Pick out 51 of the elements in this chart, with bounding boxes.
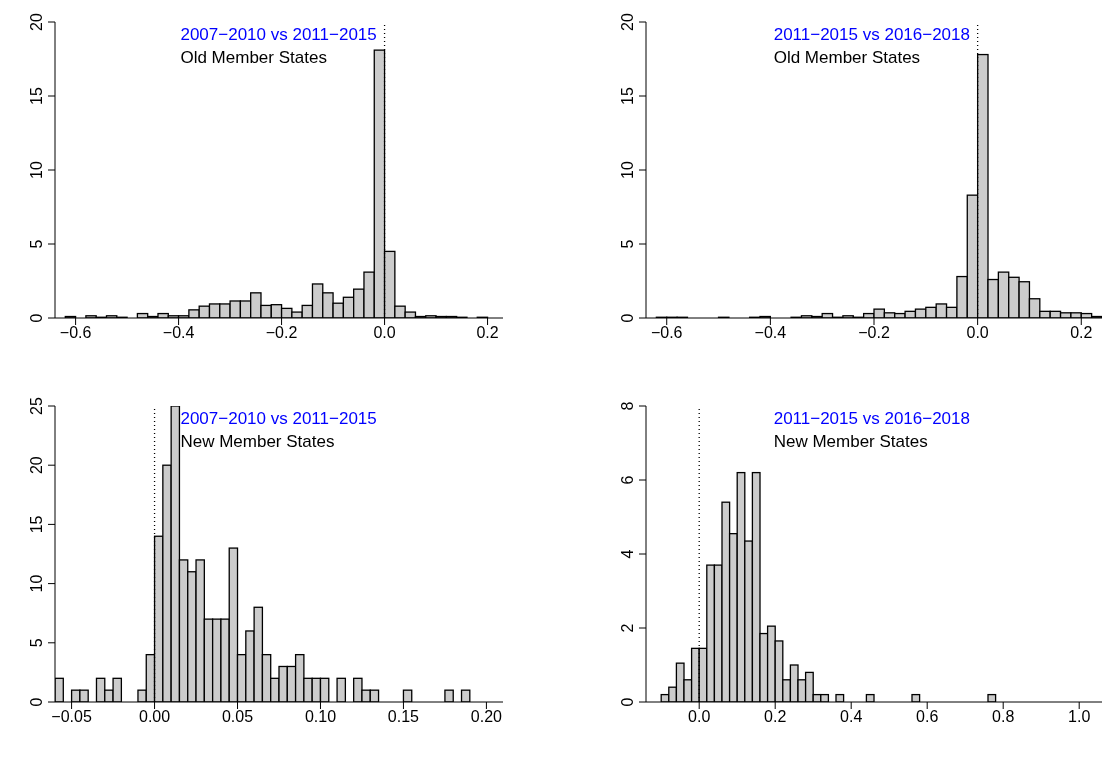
- y-tick-label: 15: [28, 87, 45, 105]
- x-tick-label: −0.05: [51, 708, 92, 726]
- y-tick-label: 10: [28, 161, 45, 179]
- y-tick-label: 10: [619, 161, 636, 179]
- x-tick-label: 0.6: [916, 708, 939, 726]
- y-tick-label: 15: [28, 515, 45, 534]
- y-tick-label: 0: [619, 313, 636, 323]
- y-tick-label: 15: [619, 87, 636, 105]
- y-tick-label: 4: [619, 549, 636, 559]
- y-tick-label: 20: [28, 456, 45, 475]
- y-tick-label: 10: [28, 574, 45, 593]
- x-tick-label: −0.6: [650, 324, 683, 342]
- annotation: Old Member States: [773, 48, 921, 67]
- y-tick-label: 2: [619, 623, 636, 633]
- y-tick-label: 0: [619, 697, 636, 707]
- annotation: 2011−2015 vs 2016−2018: [773, 25, 971, 44]
- y-tick-label: 5: [28, 638, 45, 648]
- annotation: 2007−2010 vs 2011−2015: [180, 25, 377, 44]
- annotation: Old Member States: [180, 48, 327, 67]
- y-tick-label: 5: [28, 239, 45, 249]
- x-tick-label: 0.0: [688, 708, 711, 726]
- y-tick-label: 5: [619, 239, 636, 249]
- x-tick-label: −0.6: [59, 324, 92, 342]
- x-tick-label: 0.05: [221, 708, 254, 726]
- y-tick-label: 0: [28, 313, 45, 323]
- x-tick-label: −0.2: [858, 324, 890, 342]
- x-tick-label: 0.2: [764, 708, 787, 726]
- annotation: 2011−2015 vs 2016−2018: [773, 409, 971, 428]
- y-tick-label: 20: [28, 13, 45, 31]
- x-tick-label: 0.8: [992, 708, 1015, 726]
- x-tick-label: 0.00: [138, 708, 171, 726]
- annotation: 2007−2010 vs 2011−2015: [180, 409, 377, 428]
- y-tick-label: 20: [619, 13, 636, 31]
- y-tick-label: 0: [28, 697, 45, 707]
- x-tick-label: 0.10: [304, 708, 337, 726]
- x-tick-label: 0.4: [840, 708, 863, 726]
- annotation: New Member States: [773, 432, 928, 451]
- y-tick-label: 6: [619, 475, 636, 485]
- x-tick-label: −0.4: [162, 324, 195, 342]
- x-tick-label: 1.0: [1068, 708, 1091, 726]
- x-tick-label: 0.15: [387, 708, 420, 726]
- x-tick-label: −0.2: [265, 324, 298, 342]
- x-tick-label: 0.20: [470, 708, 503, 726]
- y-tick-label: 25: [28, 397, 45, 415]
- x-tick-label: 0.0: [966, 324, 989, 342]
- x-tick-label: 0.0: [373, 324, 396, 342]
- annotation: New Member States: [180, 432, 335, 451]
- x-tick-label: −0.4: [754, 324, 787, 342]
- x-tick-label: 0.2: [476, 324, 499, 342]
- y-tick-label: 8: [619, 401, 636, 411]
- x-tick-label: 0.2: [1070, 324, 1093, 342]
